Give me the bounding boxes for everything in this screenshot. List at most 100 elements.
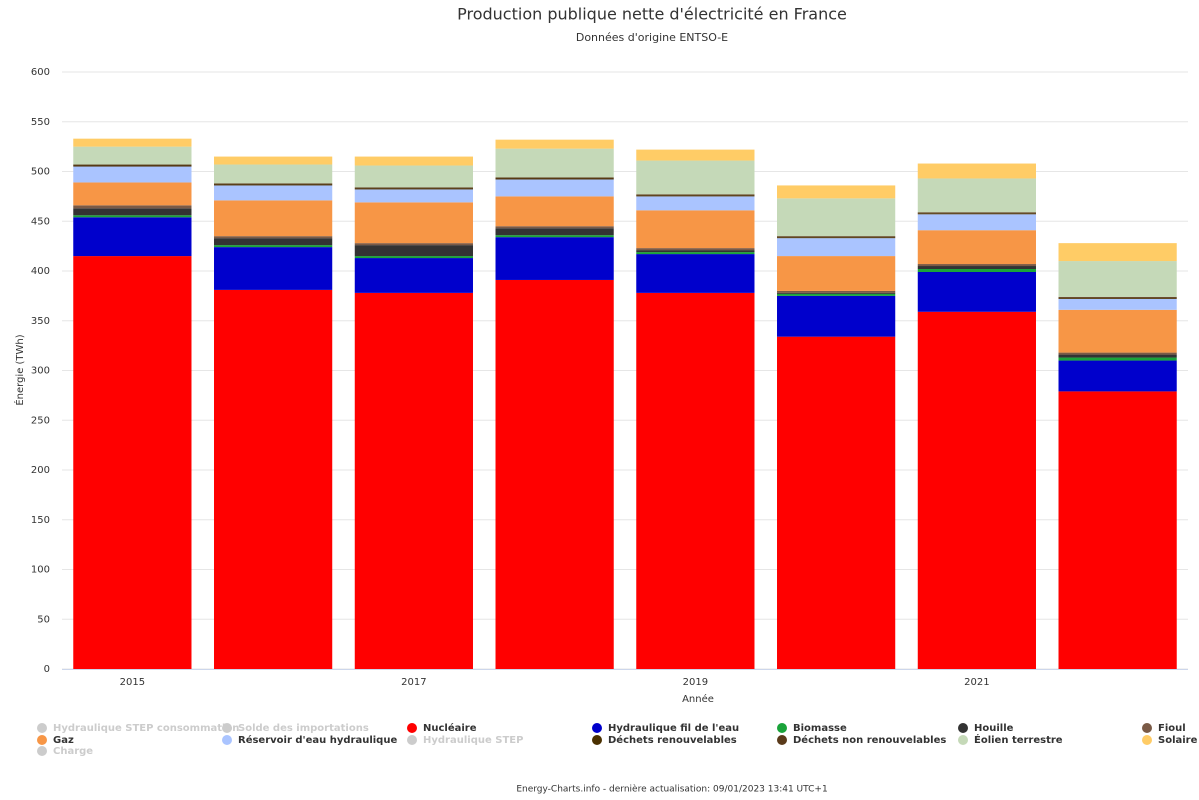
legend-label[interactable]: Solaire — [1158, 735, 1198, 746]
footer: Energy-Charts.info - dernière actualisat… — [516, 784, 827, 795]
bar-segment — [354, 202, 473, 244]
bar-segment — [214, 289, 333, 669]
y-tick-label: 0 — [44, 664, 50, 675]
y-tick-label: 250 — [31, 415, 50, 426]
bar-segment — [73, 256, 192, 669]
bar-segment — [354, 292, 473, 669]
bar-segment — [1058, 309, 1177, 353]
legend-label[interactable]: Hydraulique STEP consommation — [53, 723, 239, 734]
y-axis-label: Énergie (TWh) — [13, 334, 26, 405]
bar-segment — [73, 138, 192, 147]
y-tick-label: 500 — [31, 167, 50, 178]
bar-segment — [495, 179, 614, 197]
y-tick-label: 350 — [31, 316, 50, 327]
bar-segment — [495, 235, 614, 238]
bar-segment — [777, 185, 896, 199]
legend-marker[interactable] — [37, 735, 47, 745]
legend-marker[interactable] — [958, 735, 968, 745]
legend-marker[interactable] — [1142, 735, 1152, 745]
bar-segment — [777, 290, 896, 293]
legend-marker[interactable] — [592, 723, 602, 733]
legend-marker[interactable] — [222, 735, 232, 745]
bar-segment — [354, 165, 473, 188]
bar-segment — [917, 271, 1036, 312]
bar-segment — [917, 230, 1036, 265]
bar-segment — [495, 178, 614, 180]
legend-label[interactable]: Éolien terrestre — [974, 733, 1063, 746]
legend-label[interactable]: Hydraulique fil de l'eau — [608, 723, 739, 734]
x-tick-label: 2017 — [401, 677, 426, 688]
bar-segment — [73, 164, 192, 166]
legend-label[interactable]: Déchets non renouvelables — [793, 734, 946, 746]
x-tick-label: 2019 — [683, 677, 708, 688]
bar-segment — [73, 146, 192, 165]
bar-segment — [214, 184, 333, 186]
legend-label[interactable]: Nucléaire — [423, 722, 477, 734]
legend-marker[interactable] — [592, 735, 602, 745]
legend-marker[interactable] — [1142, 723, 1152, 733]
bar-segment — [214, 164, 333, 184]
chart-subtitle: Données d'origine ENTSO-E — [576, 31, 728, 44]
legend-marker[interactable] — [407, 723, 417, 733]
legend-marker[interactable] — [777, 723, 787, 733]
bar-segment — [636, 252, 755, 255]
bar-segment — [73, 166, 192, 183]
legend-marker[interactable] — [777, 735, 787, 745]
legend-label[interactable]: Charge — [53, 746, 93, 757]
bar-segment — [354, 245, 473, 257]
bar-segment — [917, 213, 1036, 215]
bar-segment — [1058, 243, 1177, 262]
bar-segment — [354, 187, 473, 189]
legend-label[interactable]: Solde des importations — [238, 723, 369, 734]
bar-segment — [354, 189, 473, 203]
bar-segment — [495, 148, 614, 178]
bar-segment — [495, 226, 614, 229]
chart-title: Production publique nette d'électricité … — [457, 5, 847, 24]
bar-segment — [777, 237, 896, 239]
legend-marker[interactable] — [407, 735, 417, 745]
bar-segment — [495, 196, 614, 227]
legend-marker[interactable] — [37, 746, 47, 756]
bar-segment — [354, 188, 473, 190]
bar-segment — [73, 205, 192, 209]
legend-label[interactable]: Déchets renouvelables — [608, 734, 737, 746]
legend-label[interactable]: Houille — [974, 723, 1014, 734]
legend-label[interactable]: Fioul — [1158, 723, 1186, 734]
bar-segment — [1058, 391, 1177, 669]
y-tick-label: 150 — [31, 515, 50, 526]
legend-label[interactable]: Biomasse — [793, 723, 847, 734]
bar-segment — [214, 156, 333, 165]
bar-segment — [1058, 352, 1177, 355]
bar-segment — [214, 245, 333, 248]
bar-segment — [354, 256, 473, 259]
bar-segment — [917, 163, 1036, 179]
bar-segment — [1058, 357, 1177, 361]
bar-segment — [917, 264, 1036, 267]
bar-segment — [495, 177, 614, 179]
bar-segment — [777, 295, 896, 337]
legend-label[interactable]: Réservoir d'eau hydraulique — [238, 734, 397, 746]
bar-segment — [917, 214, 1036, 231]
bar-segment — [917, 311, 1036, 669]
bar-segment — [636, 292, 755, 669]
bar-segment — [1058, 297, 1177, 299]
bar-segment — [214, 238, 333, 246]
y-tick-label: 300 — [31, 366, 50, 377]
legend-marker[interactable] — [958, 723, 968, 733]
y-tick-label: 450 — [31, 216, 50, 227]
bar-segment — [1058, 298, 1177, 310]
legend-label[interactable]: Gaz — [53, 735, 74, 746]
bar-segment — [214, 236, 333, 239]
y-tick-label: 100 — [31, 565, 50, 576]
bar-segment — [636, 254, 755, 293]
bar-segment — [636, 248, 755, 251]
legend-marker[interactable] — [222, 723, 232, 733]
bar-segment — [214, 183, 333, 185]
legend-label[interactable]: Hydraulique STEP — [423, 735, 523, 746]
y-tick-label: 400 — [31, 266, 50, 277]
bar-segment — [354, 156, 473, 166]
legend-marker[interactable] — [37, 723, 47, 733]
bar-segment — [73, 208, 192, 216]
bar-segment — [495, 237, 614, 280]
